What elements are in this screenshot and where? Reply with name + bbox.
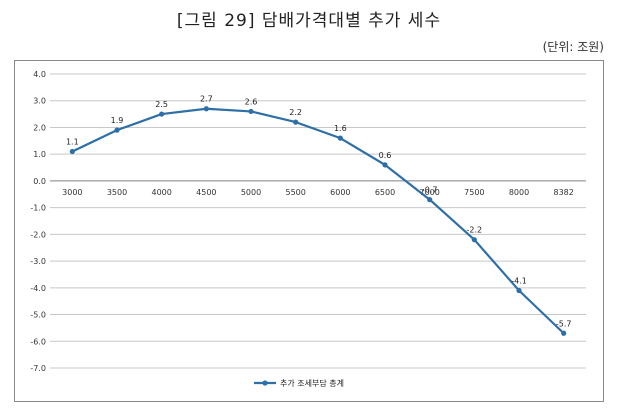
y-tick-label: -5.0 <box>30 311 46 320</box>
data-point <box>293 119 299 125</box>
data-label: 2.6 <box>245 97 258 106</box>
x-tick-label: 4500 <box>196 188 216 197</box>
x-tick-label: 5500 <box>285 188 305 197</box>
data-label: -4.1 <box>511 276 527 285</box>
y-tick-label: -2.0 <box>30 230 46 239</box>
data-point <box>114 127 120 133</box>
data-label: 0.6 <box>379 151 392 160</box>
legend: 추가 조세부담 총계 <box>254 378 344 388</box>
x-tick-label: 3500 <box>107 188 127 197</box>
data-label: 2.7 <box>200 95 213 104</box>
x-tick-label: 3000 <box>62 188 82 197</box>
legend-swatch-marker <box>262 380 268 386</box>
series-line <box>71 107 565 335</box>
data-point <box>516 287 522 294</box>
x-tick-label: 7500 <box>464 188 484 197</box>
x-axis-ticks: 3000 3500 4000 4500 5000 5500 6000 6500 7000 7500… <box>62 188 574 197</box>
x-tick-label: 6500 <box>375 188 395 197</box>
x-tick-label: 7000 <box>419 188 439 197</box>
series-line-layer <box>71 107 565 335</box>
y-tick-label: -6.0 <box>30 337 46 346</box>
x-tick-label: 5000 <box>241 188 261 197</box>
data-point <box>337 135 343 141</box>
y-tick-label: 2.0 <box>33 123 46 132</box>
y-tick-label: 1.0 <box>33 150 46 159</box>
chart-area: 4.0 3.0 2.0 1.0 0.0 -1.0 -2.0 -3.0 -4.0 -5.0 -6.0 -… <box>14 60 604 402</box>
data-point <box>561 330 567 336</box>
chart-border <box>14 60 604 402</box>
data-label: 1.6 <box>334 124 347 133</box>
y-tick-label: -1.0 <box>30 204 46 213</box>
data-points <box>69 106 567 336</box>
data-point <box>427 197 433 203</box>
data-label: -5.7 <box>556 319 572 328</box>
x-tick-label: 8382 <box>553 188 573 197</box>
y-axis-ticks: 4.0 3.0 2.0 1.0 0.0 -1.0 -2.0 -3.0 -4.0 -5.0 -6.0 -… <box>30 70 46 373</box>
x-tick-label: 4000 <box>151 188 171 197</box>
chart-svg: 4.0 3.0 2.0 1.0 0.0 -1.0 -2.0 -3.0 -4.0 -5.0 -6.0 -… <box>14 60 604 402</box>
data-point <box>382 162 388 168</box>
chart-title: [그림 29] 담배가격대별 추가 세수 <box>176 11 442 31</box>
data-label: -2.2 <box>467 226 483 235</box>
unit-label: (단위: 조원) <box>542 40 604 54</box>
data-label: 2.2 <box>289 108 302 117</box>
legend-label: 추가 조세부담 총계 <box>280 378 344 388</box>
y-tick-label: 3.0 <box>33 97 46 106</box>
data-label: 2.5 <box>155 100 168 109</box>
y-tick-label: -7.0 <box>30 364 46 373</box>
data-point <box>248 108 254 115</box>
y-tick-label: 0.0 <box>33 177 46 186</box>
y-tick-label: 4.0 <box>33 70 46 79</box>
data-point <box>69 148 75 155</box>
data-point <box>203 106 209 112</box>
gridlines <box>50 73 586 369</box>
data-label: -0.7 <box>422 186 438 195</box>
x-tick-label: 8000 <box>509 188 529 197</box>
data-label: 1.1 <box>66 138 79 147</box>
data-point <box>159 111 165 117</box>
data-point <box>471 237 477 243</box>
x-tick-label: 6000 <box>330 188 350 197</box>
data-label: 1.9 <box>111 116 124 125</box>
data-labels: 1.1 1.9 2.5 2.7 2.6 2.2 1.6 0.6 -0.7 -2.2 -4.1 -5.7 <box>66 95 572 329</box>
y-tick-label: -4.0 <box>30 284 46 293</box>
y-tick-label: -3.0 <box>30 257 46 266</box>
